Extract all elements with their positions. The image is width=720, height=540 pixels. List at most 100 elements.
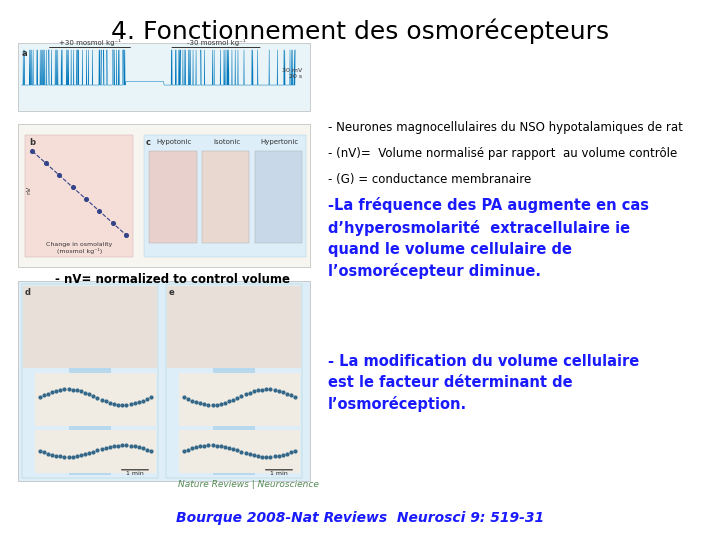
Point	[207, 441, 218, 450]
Point	[71, 452, 83, 461]
Point	[289, 447, 301, 455]
Point	[256, 453, 268, 461]
Point	[108, 400, 120, 408]
FancyBboxPatch shape	[35, 373, 156, 426]
Point	[141, 446, 153, 454]
Point	[194, 399, 206, 408]
Text: - nV= normalized to control volume: - nV= normalized to control volume	[55, 273, 290, 286]
Text: 1 min: 1 min	[270, 471, 287, 476]
Point	[248, 451, 260, 460]
Point	[261, 453, 272, 461]
Point	[282, 389, 293, 398]
Point	[219, 442, 230, 451]
Point	[63, 453, 74, 461]
Point	[138, 444, 149, 453]
FancyBboxPatch shape	[149, 151, 197, 243]
Point	[88, 392, 99, 401]
Point	[34, 393, 45, 401]
Text: 30 mV
20 s: 30 mV 20 s	[282, 68, 302, 79]
Point	[46, 450, 58, 459]
Point	[67, 453, 78, 461]
Text: Isotonic: Isotonic	[213, 139, 240, 145]
Point	[228, 445, 239, 454]
FancyBboxPatch shape	[35, 430, 156, 472]
Point	[219, 399, 230, 407]
Point	[67, 183, 78, 191]
Point	[112, 400, 124, 409]
Point	[42, 449, 53, 458]
FancyBboxPatch shape	[22, 284, 158, 478]
FancyBboxPatch shape	[18, 124, 310, 267]
Point	[277, 450, 289, 459]
Point	[38, 448, 50, 457]
Point	[120, 231, 132, 239]
Text: Nature Reviews | Neuroscience: Nature Reviews | Neuroscience	[178, 480, 319, 489]
Point	[282, 449, 293, 458]
Point	[223, 397, 235, 406]
Point	[91, 446, 103, 455]
Point	[244, 450, 256, 458]
Text: - (G) = conductance membranaire: - (G) = conductance membranaire	[328, 173, 531, 186]
Point	[58, 453, 70, 461]
Point	[265, 385, 276, 394]
Text: -30 mosmol kg⁻¹: -30 mosmol kg⁻¹	[186, 39, 246, 46]
Point	[40, 159, 52, 167]
Text: - Neurones magnocellulaires du NSO hypotalamiques de rat: - Neurones magnocellulaires du NSO hypot…	[328, 122, 683, 134]
Text: Change in osmolality
(mosmol kg⁻¹): Change in osmolality (mosmol kg⁻¹)	[46, 242, 112, 254]
Point	[67, 386, 78, 394]
Point	[145, 447, 157, 455]
Point	[125, 441, 136, 450]
Text: nV: nV	[27, 186, 32, 194]
Point	[58, 385, 70, 394]
Point	[269, 386, 280, 394]
Point	[285, 391, 297, 400]
Point	[55, 452, 66, 461]
Point	[104, 442, 116, 451]
Point	[138, 396, 149, 405]
Point	[53, 171, 65, 179]
Point	[75, 387, 86, 396]
Point	[211, 400, 222, 409]
Point	[107, 219, 118, 227]
Point	[84, 390, 95, 399]
Point	[223, 443, 235, 452]
Point	[91, 394, 103, 402]
Point	[50, 451, 62, 460]
Point	[182, 395, 194, 403]
FancyBboxPatch shape	[255, 151, 302, 243]
FancyBboxPatch shape	[202, 151, 249, 243]
Point	[215, 400, 227, 408]
Text: c: c	[145, 138, 150, 147]
Point	[194, 442, 206, 451]
Point	[38, 391, 50, 400]
Point	[190, 398, 202, 407]
Text: +30 mosmol kg⁻¹: +30 mosmol kg⁻¹	[59, 39, 121, 46]
Point	[182, 446, 194, 454]
FancyBboxPatch shape	[179, 430, 300, 472]
Text: 1 min: 1 min	[126, 471, 143, 476]
Text: - La modification du volume cellulaire
est le facteur déterminant de
l’osmorécep: - La modification du volume cellulaire e…	[328, 354, 639, 412]
Point	[104, 399, 116, 407]
Point	[252, 452, 264, 461]
Point	[63, 385, 74, 394]
Point	[133, 443, 145, 451]
Point	[27, 147, 38, 156]
Point	[88, 448, 99, 456]
Point	[79, 450, 91, 458]
Point	[256, 386, 268, 394]
Text: -La fréquence des PA augmente en cas
d’hyperosmolarité  extracellulaire ie
quand: -La fréquence des PA augmente en cas d’h…	[328, 197, 649, 279]
Point	[240, 449, 251, 457]
Point	[71, 386, 83, 395]
Point	[75, 451, 86, 460]
Point	[100, 397, 112, 406]
Point	[129, 442, 140, 451]
FancyBboxPatch shape	[179, 373, 300, 426]
Point	[178, 447, 189, 455]
Point	[232, 394, 243, 402]
Point	[289, 393, 301, 401]
Point	[265, 453, 276, 461]
FancyBboxPatch shape	[69, 368, 110, 475]
Text: a: a	[22, 49, 27, 58]
Point	[211, 441, 222, 450]
Point	[79, 388, 91, 397]
